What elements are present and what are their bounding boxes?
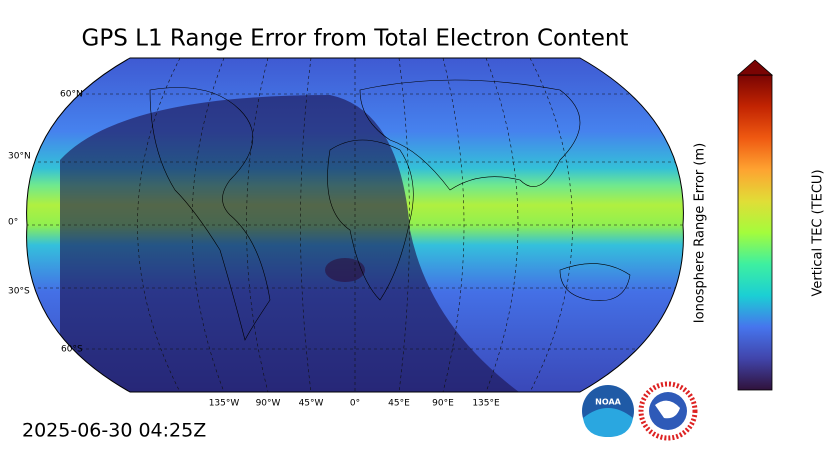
lon-label: 135°E (472, 399, 500, 409)
lon-labels: 135°W 90°W 45°W 0° 45°E 90°E 135°E (209, 399, 500, 409)
colorbar-body (737, 74, 773, 391)
lat-label: 30°N (8, 152, 31, 162)
lat-label: 0° (8, 218, 18, 228)
graticule (26, 58, 684, 392)
map (26, 58, 684, 392)
lat-label: 60°S (61, 345, 83, 355)
minimum (325, 258, 365, 282)
lon-label: 45°E (388, 399, 410, 409)
lat-label: 60°N (60, 90, 83, 100)
noaa-text: NOAA (595, 398, 621, 407)
lon-label: 90°E (432, 399, 454, 409)
colorbar-extend (736, 59, 774, 76)
title: GPS L1 Range Error from Total Electron C… (82, 26, 629, 52)
nws-logo (638, 381, 698, 441)
map-border (26, 57, 684, 393)
lon-label: 135°W (209, 399, 240, 409)
timestamp: 2025-06-30 04:25Z (22, 420, 206, 442)
lon-label: 90°W (256, 399, 281, 409)
colorbar: Ionosphere Range Error (m) Vertical TEC … (693, 59, 826, 391)
left-axis-label: Ionosphere Range Error (m) (693, 143, 708, 323)
lat-label: 30°S (8, 287, 30, 297)
coastlines (149, 79, 631, 341)
lon-label: 0° (350, 399, 360, 409)
noaa-logo: NOAA (582, 385, 634, 437)
lon-label: 45°W (299, 399, 324, 409)
lat-labels: 60°N 30°N 0° 30°S 60°S (8, 90, 83, 355)
night-region (60, 95, 530, 392)
right-axis-label: Vertical TEC (TECU) (811, 169, 826, 296)
